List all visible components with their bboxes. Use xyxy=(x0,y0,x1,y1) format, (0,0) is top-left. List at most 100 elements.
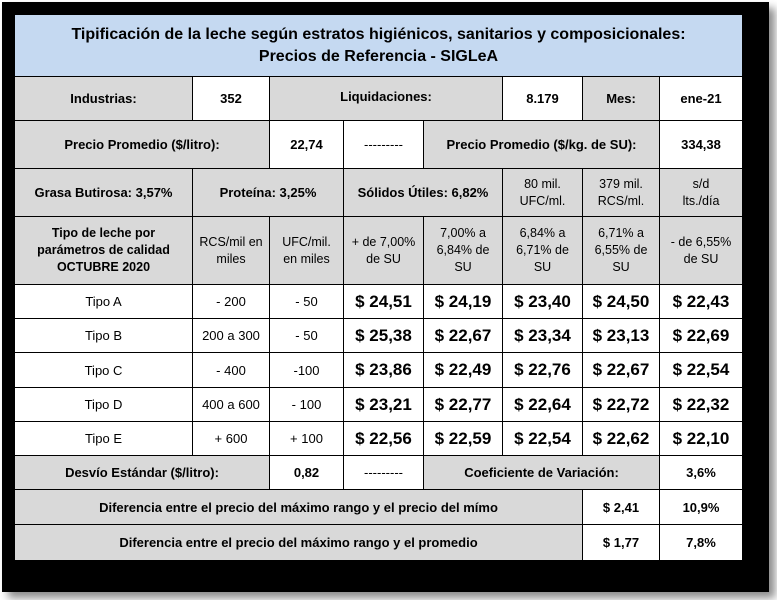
header-su-1-line-2: de SU xyxy=(366,251,401,266)
header-su-2-line-3: SU xyxy=(454,260,472,274)
diferencia-minimo-amount: $ 2,41 xyxy=(582,489,660,525)
row-ufc: - 50 xyxy=(269,284,344,319)
header-tipo-line-2: parámetros de calidad xyxy=(37,243,170,257)
row-price-2: $ 22,67 xyxy=(423,318,503,353)
header-su-2-line-1: 7,00% a xyxy=(440,226,486,240)
row-price-1: $ 24,51 xyxy=(343,284,424,319)
row-price-5: $ 22,69 xyxy=(659,318,743,353)
title-line-2: Precios de Referencia - SIGLeA xyxy=(258,47,499,65)
mes-value: ene-21 xyxy=(659,76,743,121)
row-rcs: 400 a 600 xyxy=(192,387,270,422)
rcs-promedio: 379 mil. RCS/ml. xyxy=(582,168,660,217)
row-rcs: 200 a 300 xyxy=(192,318,270,353)
diferencia-promedio-pct: 7,8% xyxy=(659,524,743,561)
desvio-dashes: --------- xyxy=(343,455,424,490)
header-su-4-line-1: 6,71% a xyxy=(598,226,644,240)
row-tipo: Tipo C xyxy=(14,352,193,388)
header-su-2: 7,00% a 6,84% de SU xyxy=(423,216,503,285)
row-price-3: $ 22,54 xyxy=(502,421,583,456)
diferencia-promedio-label: Diferencia entre el precio del máximo ra… xyxy=(14,524,583,561)
precio-promedio-kg-label: Precio Promedio ($/kg. de SU): xyxy=(423,120,660,169)
header-su-4-line-3: SU xyxy=(612,260,630,274)
table-row: Tipo E + 600 + 100 $ 22,56 $ 22,59 $ 22,… xyxy=(14,421,743,456)
table-row: Tipo A - 200 - 50 $ 24,51 $ 24,19 $ 23,4… xyxy=(14,284,743,319)
rcs-promedio-line-2: RCS/ml. xyxy=(597,193,645,208)
row-price-3: $ 23,34 xyxy=(502,318,583,353)
header-su-4-line-2: 6,55% de xyxy=(594,243,648,257)
mes-label: Mes: xyxy=(582,76,660,121)
header-tipo-line-1: Tipo de leche por xyxy=(51,226,156,240)
header-su-3: 6,84% a 6,71% de SU xyxy=(502,216,583,285)
price-table: Tipificación de la leche según estratos … xyxy=(14,14,743,561)
row-rcs: - 400 xyxy=(192,352,270,388)
header-ufc: UFC/mil. en miles xyxy=(269,216,344,285)
header-su-5-line-2: de SU xyxy=(683,251,719,266)
desvio-label: Desvío Estándar ($/litro): xyxy=(14,455,270,490)
row-price-2: $ 24,19 xyxy=(423,284,503,319)
row-price-1: $ 22,56 xyxy=(343,421,424,456)
row-ufc: - 50 xyxy=(269,318,344,353)
desvio-value: 0,82 xyxy=(269,455,344,490)
row-price-2: $ 22,59 xyxy=(423,421,503,456)
precio-promedio-litro-value: 22,74 xyxy=(269,120,344,169)
grasa-butirosa: Grasa Butirosa: 3,57% xyxy=(14,168,193,217)
header-su-3-line-1: 6,84% a xyxy=(519,226,566,240)
volumen-diario: s/d lts./día xyxy=(659,168,743,217)
header-ufc-line-2: en miles xyxy=(283,251,330,266)
row-price-3: $ 23,40 xyxy=(502,284,583,319)
row-price-4: $ 22,67 xyxy=(582,352,660,388)
ufc-promedio-line-2: UFC/ml. xyxy=(519,193,566,208)
table-row: Tipo D 400 a 600 - 100 $ 23,21 $ 22,77 $… xyxy=(14,387,743,422)
diferencia-minimo-label: Diferencia entre el precio del máximo ra… xyxy=(14,489,583,525)
row-price-5: $ 22,43 xyxy=(659,284,743,319)
volumen-diario-line-2: lts./día xyxy=(682,193,720,208)
header-su-5: - de 6,55% de SU xyxy=(659,216,743,285)
row-tipo: Tipo B xyxy=(14,318,193,353)
row-price-4: $ 22,62 xyxy=(582,421,660,456)
header-su-3-line-2: 6,71% de xyxy=(516,243,569,257)
coef-variacion-value: 3,6% xyxy=(659,455,743,490)
precio-promedio-kg-value: 334,38 xyxy=(659,120,743,169)
row-price-5: $ 22,54 xyxy=(659,352,743,388)
row-tipo: Tipo D xyxy=(14,387,193,422)
header-su-5-line-1: - de 6,55% xyxy=(670,234,732,249)
header-tipo-leche: Tipo de leche por parámetros de calidad … xyxy=(14,216,193,285)
ufc-promedio: 80 mil. UFC/ml. xyxy=(502,168,583,217)
row-price-1: $ 25,38 xyxy=(343,318,424,353)
title-line-1: Tipificación de la leche según estratos … xyxy=(71,25,686,43)
row-ufc: + 100 xyxy=(269,421,344,456)
header-rcs-line-1: RCS/mil en xyxy=(199,234,263,249)
row-price-2: $ 22,49 xyxy=(423,352,503,388)
row-price-1: $ 23,21 xyxy=(343,387,424,422)
row-price-5: $ 22,32 xyxy=(659,387,743,422)
diferencia-promedio-amount: $ 1,77 xyxy=(582,524,660,561)
header-su-3-line-3: SU xyxy=(533,260,552,274)
header-ufc-line-1: UFC/mil. xyxy=(282,234,331,249)
table-row: Tipo C - 400 -100 $ 23,86 $ 22,49 $ 22,7… xyxy=(14,352,743,388)
liquidaciones-label: Liquidaciones: xyxy=(269,76,503,121)
row-tipo: Tipo A xyxy=(14,284,193,319)
precio-promedio-litro-label: Precio Promedio ($/litro): xyxy=(14,120,270,169)
header-su-2-line-2: 6,84% de xyxy=(436,243,490,257)
rcs-promedio-line-1: 379 mil. xyxy=(599,176,643,191)
liquidaciones-value: 8.179 xyxy=(502,76,583,121)
row-price-4: $ 24,50 xyxy=(582,284,660,319)
proteina: Proteína: 3,25% xyxy=(192,168,344,217)
ufc-promedio-line-1: 80 mil. xyxy=(524,176,561,191)
row-price-2: $ 22,77 xyxy=(423,387,503,422)
row-price-5: $ 22,10 xyxy=(659,421,743,456)
table-row: Tipo B 200 a 300 - 50 $ 25,38 $ 22,67 $ … xyxy=(14,318,743,353)
row-tipo: Tipo E xyxy=(14,421,193,456)
header-su-1: + de 7,00% de SU xyxy=(343,216,424,285)
row-ufc: -100 xyxy=(269,352,344,388)
row-price-4: $ 22,72 xyxy=(582,387,660,422)
header-rcs-line-2: miles xyxy=(216,251,246,266)
coef-variacion-label: Coeficiente de Variación: xyxy=(423,455,660,490)
header-su-4: 6,71% a 6,55% de SU xyxy=(582,216,660,285)
industrias-value: 352 xyxy=(192,76,270,121)
row-price-1: $ 23,86 xyxy=(343,352,424,388)
row-price-4: $ 23,13 xyxy=(582,318,660,353)
header-su-1-line-1: + de 7,00% xyxy=(351,234,416,249)
row-rcs: - 200 xyxy=(192,284,270,319)
row-price-3: $ 22,76 xyxy=(502,352,583,388)
